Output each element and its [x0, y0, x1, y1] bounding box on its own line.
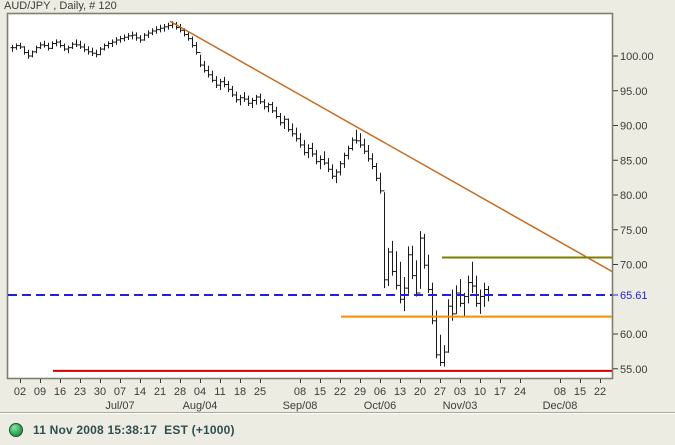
month-label: Nov/03 [443, 400, 478, 412]
week-label: 07 [114, 386, 126, 398]
week-label: 24 [514, 386, 526, 398]
week-label: 21 [154, 386, 166, 398]
week-label: 14 [134, 386, 146, 398]
chart-title: AUD/JPY , Daily, # 120 [4, 0, 117, 12]
overlay-lines[interactable] [8, 20, 612, 372]
status-bar: 11 Nov 2008 15:38:17 EST (+1000) [0, 413, 675, 445]
price-axis-label: 75.00 [620, 225, 648, 237]
status-timestamp: 11 Nov 2008 15:38:17 EST (+1000) [33, 422, 235, 437]
price-chart-canvas[interactable]: 100.00 95.00 90.00 85.00 80.00 75.00 70.00 65.6… [0, 0, 675, 413]
week-label: 02 [14, 386, 26, 398]
price-axis-label: 100.00 [620, 51, 654, 63]
time-axis[interactable]: 02 09 16 23 30 07 14 21 28 04 11 18 25 08 15 22 29 06 13 20… [14, 379, 606, 412]
price-axis-label: 95.00 [620, 86, 648, 98]
week-label: 17 [494, 386, 506, 398]
price-axis-label: 85.00 [620, 155, 648, 167]
month-label: Aug/04 [183, 400, 218, 412]
week-label: 29 [354, 386, 366, 398]
week-label: 03 [454, 386, 466, 398]
week-label: 15 [574, 386, 586, 398]
week-label: 09 [34, 386, 46, 398]
week-label: 10 [474, 386, 486, 398]
week-label: 06 [374, 386, 386, 398]
price-axis-label: 70.00 [620, 260, 648, 272]
week-label: 08 [554, 386, 566, 398]
week-label: 15 [314, 386, 326, 398]
month-label: Oct/06 [364, 400, 396, 412]
week-label: 22 [594, 386, 606, 398]
week-label: 08 [294, 386, 306, 398]
week-label: 27 [434, 386, 446, 398]
month-label: Dec/08 [543, 400, 578, 412]
week-label: 22 [334, 386, 346, 398]
month-label: Jul/07 [105, 400, 134, 412]
week-label: 13 [394, 386, 406, 398]
price-axis[interactable]: 100.00 95.00 90.00 85.00 80.00 75.00 70.00 65.6… [613, 51, 654, 376]
price-axis-label: 60.00 [620, 329, 648, 341]
current-price-label: 65.61 [620, 290, 648, 302]
week-label: 18 [234, 386, 246, 398]
descending-trendline[interactable] [169, 20, 612, 273]
price-axis-label: 80.00 [620, 190, 648, 202]
week-label: 23 [74, 386, 86, 398]
week-label: 04 [194, 386, 206, 398]
week-label: 30 [94, 386, 106, 398]
price-axis-label: 55.00 [620, 364, 648, 376]
week-label: 25 [254, 386, 266, 398]
week-label: 28 [174, 386, 186, 398]
week-label: 20 [414, 386, 426, 398]
month-label: Sep/08 [283, 400, 318, 412]
plot-frame [6, 12, 614, 380]
price-axis-label: 90.00 [620, 121, 648, 133]
connection-status-icon [9, 422, 23, 437]
week-label: 16 [54, 386, 66, 398]
week-label: 11 [214, 386, 225, 398]
